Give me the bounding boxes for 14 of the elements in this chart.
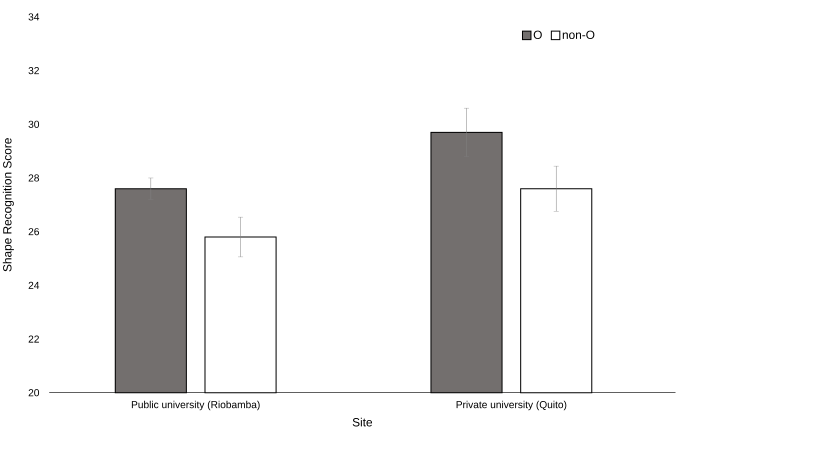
x-tick-label: Private university (Quito) — [456, 400, 566, 410]
y-axis-title: Shape Recognition Score — [2, 138, 14, 272]
y-tick-label: 32 — [28, 67, 39, 74]
legend-label: non-O — [562, 30, 594, 40]
y-tick-label: 20 — [28, 389, 40, 396]
legend-label: O — [534, 30, 542, 40]
y-tick-label: 24 — [28, 282, 40, 289]
y-tick-label: 30 — [28, 120, 40, 128]
x-axis-title: Site — [352, 418, 372, 427]
y-tick-label: 34 — [28, 13, 40, 21]
y-tick-label: 26 — [28, 228, 39, 236]
y-tick-label: 28 — [28, 174, 39, 182]
y-tick-label: 22 — [28, 336, 39, 343]
x-tick-label: Public university (Riobamba) — [132, 400, 260, 410]
